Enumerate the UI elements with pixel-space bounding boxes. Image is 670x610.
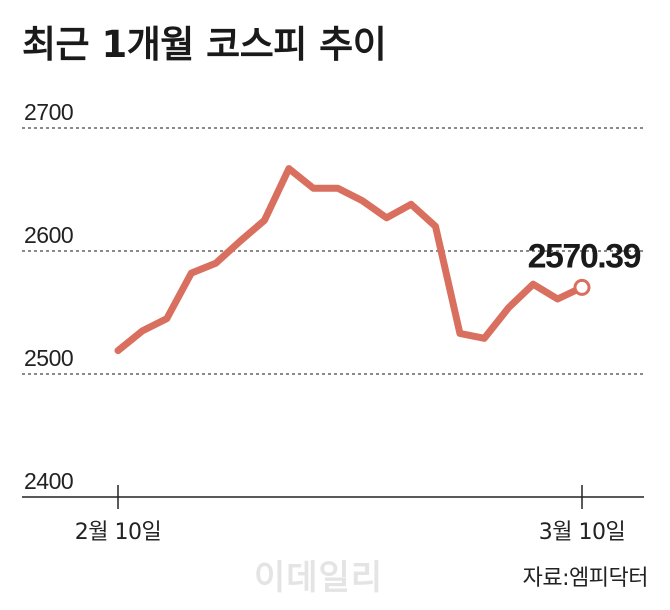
x-tick-labels: 2월 10일 3월 10일 xyxy=(75,520,626,545)
x-tick-label: 3월 10일 xyxy=(539,520,625,545)
last-point-marker xyxy=(573,278,591,296)
last-value-label: 2570.39 xyxy=(528,237,641,275)
x-axis xyxy=(22,485,644,509)
watermark-logo: 이데일리 xyxy=(254,558,384,598)
x-tick-label: 2월 10일 xyxy=(75,520,161,545)
y-tick-label-2700: 2700 xyxy=(24,99,73,125)
chart-title: 최근 1개월 코스피 추이 xyxy=(22,23,387,66)
y-tick-label-2600: 2600 xyxy=(24,222,73,248)
data-label-layer: 2570.39 xyxy=(528,237,642,275)
y-tick-labels: 2700 2600 2500 2400 xyxy=(24,99,74,494)
source-text: 자료:엠피닥터 xyxy=(522,566,649,591)
y-tick-label-2400: 2400 xyxy=(24,468,73,494)
kospi-series-line xyxy=(114,165,586,355)
y-tick-label-2500: 2500 xyxy=(24,345,73,371)
grid-layer xyxy=(22,127,644,375)
series-layer xyxy=(114,165,591,355)
